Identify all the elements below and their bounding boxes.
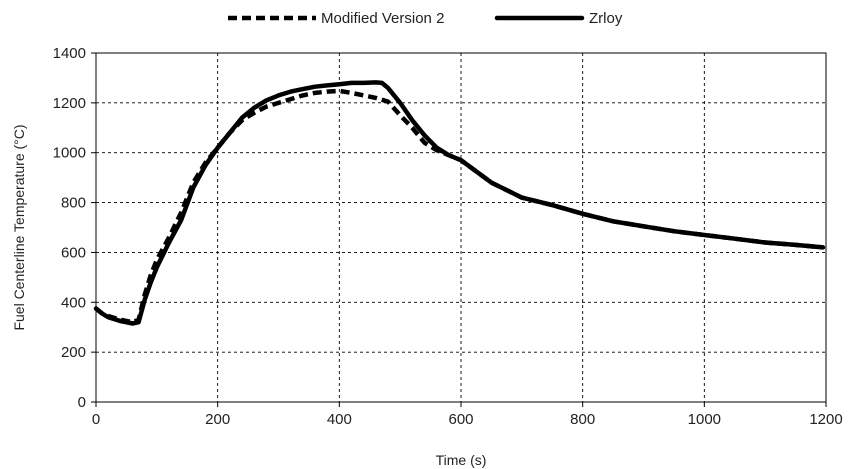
series-line-modified-version-2 <box>94 88 824 325</box>
legend-label-modified-version-2: Modified Version 2 <box>321 10 444 27</box>
y-tick-label-1400: 1400 <box>53 45 86 62</box>
x-tick-label-400: 400 <box>327 411 352 428</box>
y-tick-label-400: 400 <box>61 294 86 311</box>
y-tick-label-0: 0 <box>78 394 86 411</box>
axis-ticks: 0 200 400 600 800 1000 1200 0 200 400 600 800 1000 12… <box>53 45 843 428</box>
y-tick-label-1200: 1200 <box>53 95 86 112</box>
x-tick-label-0: 0 <box>92 411 100 428</box>
x-tick-label-800: 800 <box>570 411 595 428</box>
x-axis-label: Time (s) <box>436 452 487 468</box>
x-tick-label-200: 200 <box>205 411 230 428</box>
grid <box>96 53 826 402</box>
series-layer <box>93 80 826 326</box>
y-tick-label-1000: 1000 <box>53 145 86 162</box>
y-tick-label-600: 600 <box>61 244 86 261</box>
legend-label-zrloy: Zrloy <box>589 10 623 27</box>
y-tick-label-200: 200 <box>61 344 86 361</box>
y-tick-label-800: 800 <box>61 195 86 212</box>
series-line-zrloy <box>93 80 826 326</box>
legend: Modified Version 2 Zrloy <box>228 10 623 27</box>
x-tick-label-600: 600 <box>448 411 473 428</box>
y-axis-label: Fuel Centerline Temperature (°C) <box>11 124 27 330</box>
x-tick-label-1000: 1000 <box>688 411 721 428</box>
x-tick-label-1200: 1200 <box>809 411 842 428</box>
